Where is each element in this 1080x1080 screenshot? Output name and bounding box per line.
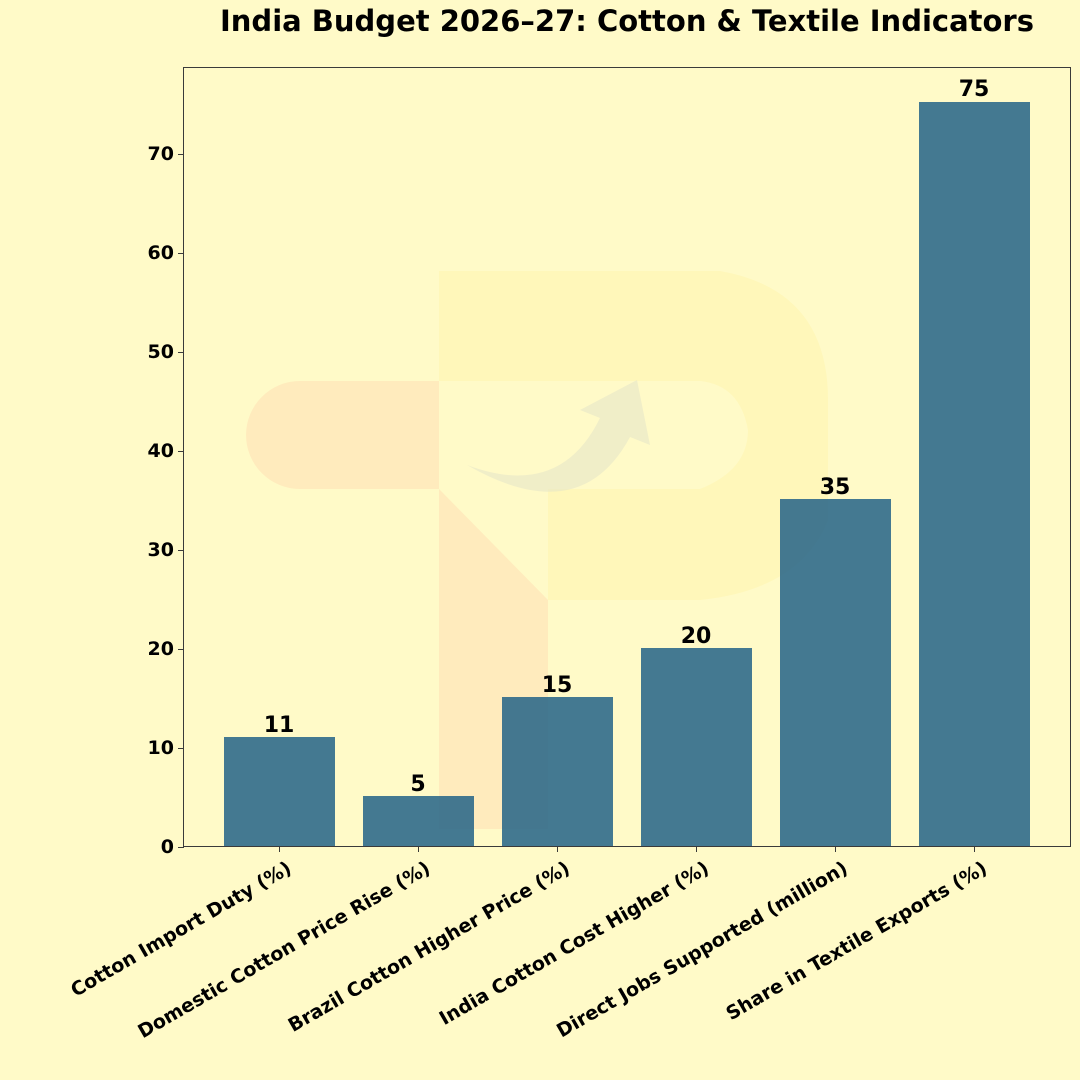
bar-value-label: 20 xyxy=(680,624,712,649)
x-tick-label: Share in Textile Exports (%) xyxy=(721,857,991,1025)
x-tick-label: Direct Jobs Supported (million) xyxy=(553,857,852,1043)
x-tick-label: Brazil Cotton Higher Price (%) xyxy=(284,857,574,1037)
y-tick-label: 40 xyxy=(147,440,174,462)
y-tick-label: 10 xyxy=(147,737,174,759)
y-tick xyxy=(178,550,184,551)
y-tick-label: 0 xyxy=(160,836,174,858)
y-tick xyxy=(178,253,184,254)
bar-value-label: 35 xyxy=(819,475,851,500)
y-tick xyxy=(178,352,184,353)
bar-cotton-import-duty xyxy=(224,737,335,846)
y-tick-label: 60 xyxy=(147,242,174,264)
y-tick-label: 70 xyxy=(147,143,174,165)
x-tick xyxy=(835,846,836,852)
x-tick xyxy=(418,846,419,852)
bar-value-label: 75 xyxy=(958,77,990,102)
y-tick xyxy=(178,451,184,452)
bar-share-in-textile-exports xyxy=(919,102,1030,846)
plot-area: 0 10 20 30 40 50 60 70 11 5 15 20 35 75 … xyxy=(67,67,1071,1043)
x-tick-label: Domestic Cotton Price Rise (%) xyxy=(134,857,435,1043)
bar-india-cotton-cost-higher xyxy=(641,648,752,846)
y-tick xyxy=(178,748,184,749)
y-tick-label: 50 xyxy=(147,341,174,363)
bar-direct-jobs-supported xyxy=(780,499,891,846)
y-tick xyxy=(178,847,184,848)
x-tick xyxy=(974,846,975,852)
x-tick-label: India Cotton Cost Higher (%) xyxy=(435,857,713,1030)
chart-title: India Budget 2026–27: Cotton & Textile I… xyxy=(220,4,1034,38)
x-tick-label: Cotton Import Duty (%) xyxy=(67,857,296,1002)
y-tick-label: 30 xyxy=(147,539,174,561)
x-tick xyxy=(557,846,558,852)
bar-brazil-cotton-higher-price xyxy=(502,697,613,846)
y-tick-label: 20 xyxy=(147,638,174,660)
y-tick xyxy=(178,649,184,650)
bar-value-label: 11 xyxy=(263,713,295,738)
x-tick xyxy=(279,846,280,852)
bar-domestic-cotton-price-rise xyxy=(363,796,474,846)
x-tick xyxy=(696,846,697,852)
y-tick xyxy=(178,154,184,155)
bar-value-label: 5 xyxy=(410,772,426,797)
bar-value-label: 15 xyxy=(541,673,573,698)
